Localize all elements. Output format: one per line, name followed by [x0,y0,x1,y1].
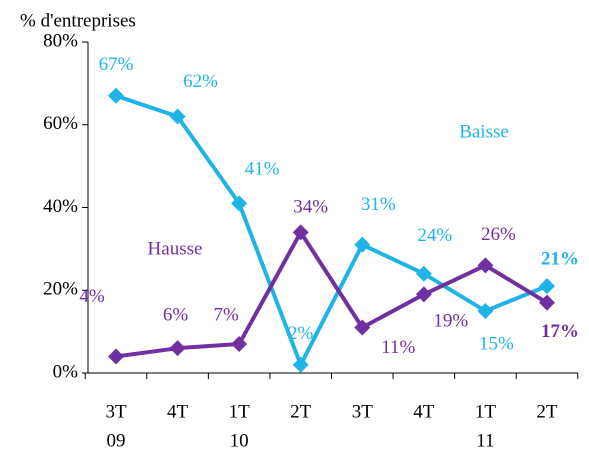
marker [108,87,124,104]
marker [108,348,124,365]
data-label: 24% [417,225,452,246]
x-tick-label: 4T [413,401,435,422]
data-label: 62% [183,71,218,92]
data-label: 17% [541,321,579,342]
y-axis-title: % d'entreprises [20,10,136,31]
marker [169,108,186,125]
marker [477,257,494,274]
y-tick-label: 40% [43,196,78,217]
data-label: 26% [481,224,516,245]
marker [292,356,309,373]
series-name: Hausse [148,238,203,259]
marker [477,302,494,319]
y-tick-label: 20% [43,279,78,300]
data-label: 4% [79,286,105,307]
data-label: 67% [99,54,134,75]
data-label: 11% [381,337,415,358]
marker [231,195,248,212]
marker [415,286,432,303]
series-line [115,93,548,367]
marker [354,236,371,253]
y-tick-label: 0% [53,361,79,382]
x-tick-label: 1T [229,401,251,422]
y-tick-label: 80% [43,30,78,51]
x-tick-label: 2T [290,401,312,422]
x-tick-label: 3T [105,401,127,422]
data-label: 2% [288,323,314,344]
data-label: 15% [479,333,514,354]
data-label: 19% [433,311,468,332]
data-label: 31% [361,194,396,215]
marker [415,265,432,282]
marker [292,224,309,241]
series-name: Baisse [459,121,509,142]
x-tick-label: 10 [230,430,249,451]
x-tick-label: 09 [107,430,126,451]
marker [354,319,371,336]
data-label: 6% [163,305,189,326]
data-label: 34% [293,197,328,218]
x-tick-label: 3T [352,401,374,422]
y-tick-label: 60% [43,113,78,134]
marker [538,294,555,311]
data-label: 21% [541,248,579,269]
marker [231,336,248,353]
marker [169,340,186,357]
marker [538,278,555,295]
data-label: 7% [213,304,239,325]
x-tick-label: 1T [475,401,497,422]
x-tick-label: 11 [476,430,494,451]
data-label: 41% [245,159,280,180]
series-line [115,230,549,359]
x-tick-label: 4T [167,401,189,422]
x-tick-label: 2T [536,401,558,422]
